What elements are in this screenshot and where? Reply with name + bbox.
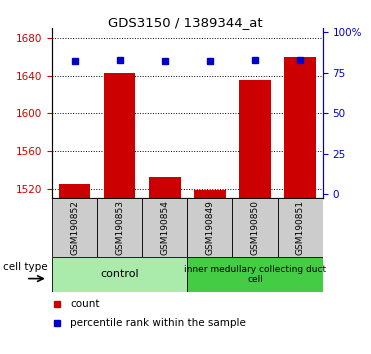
Text: GSM190853: GSM190853 [115,200,124,255]
Text: inner medullary collecting duct
cell: inner medullary collecting duct cell [184,265,326,284]
Text: GSM190849: GSM190849 [206,200,214,255]
Text: control: control [100,269,139,279]
Bar [187,198,233,257]
Bar [278,198,323,257]
Bar [239,80,271,198]
Text: GDS3150 / 1389344_at: GDS3150 / 1389344_at [108,16,263,29]
Bar [97,198,142,257]
Text: GSM190854: GSM190854 [160,200,169,255]
Text: GSM190850: GSM190850 [250,200,260,255]
Bar [149,177,181,198]
Text: GSM190852: GSM190852 [70,200,79,255]
Bar [187,257,323,292]
Text: percentile rank within the sample: percentile rank within the sample [70,318,246,328]
Bar [52,198,97,257]
Bar [233,198,278,257]
Text: GSM190851: GSM190851 [296,200,305,255]
Bar [59,184,90,198]
Bar [52,257,187,292]
Bar [104,73,135,198]
Bar [194,190,226,198]
Bar [285,57,316,198]
Text: cell type: cell type [3,262,47,272]
Bar [142,198,187,257]
Text: count: count [70,298,99,309]
